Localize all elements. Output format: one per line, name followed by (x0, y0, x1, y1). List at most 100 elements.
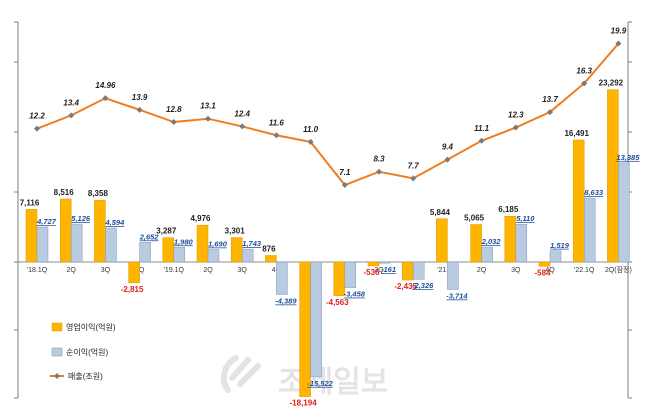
revenue-point (68, 112, 75, 119)
operating-profit-bar (367, 261, 380, 267)
revenue-point (273, 132, 280, 139)
legend: 영업이익(억원) 순이익(억원) 매출(조원) (50, 322, 116, 381)
revenue-label: 16.3 (576, 66, 592, 75)
operating-profit-label: -18,194 (290, 399, 318, 408)
operating-profit-bar (196, 224, 209, 263)
watermark: 조세일보 (220, 355, 388, 400)
revenue-point (581, 80, 588, 87)
revenue-label: 12.8 (166, 105, 182, 114)
legend-operating-profit-label: 영업이익(억원) (66, 322, 116, 332)
x-tick-label: 2Q (477, 267, 487, 274)
revenue-label: 7.1 (339, 168, 351, 177)
operating-profit-label: 876 (262, 245, 276, 254)
revenue-label: 12.4 (234, 109, 250, 118)
net-income-label: -2,326 (412, 281, 434, 290)
operating-profit-label: -536 (363, 268, 380, 277)
x-tick-label: 3Q (101, 267, 111, 274)
net-income-bar (378, 261, 391, 264)
revenue-point (512, 124, 519, 131)
operating-profit-bar (230, 237, 243, 263)
operating-profit-label: 16,491 (564, 129, 589, 138)
net-income-label: -3,458 (344, 290, 366, 299)
operating-profit-label: -4,563 (326, 298, 349, 307)
revenue-label: 11.6 (269, 118, 285, 127)
operating-profit-label: 5,844 (430, 208, 451, 217)
x-tick-label: 4Q (545, 267, 555, 274)
revenue-point (376, 168, 382, 175)
operating-profit-label: 3,301 (225, 227, 246, 236)
axes: '18.1Q2Q3Q4Q'19.1Q2Q3Q4Q'20.1Q2Q3Q4Q'21.… (14, 21, 632, 399)
operating-profit-label: 8,516 (54, 188, 75, 197)
legend-net-income-label: 순이익(억원) (66, 347, 108, 357)
data-labels: 7,116 4,727 8,516 5,126 8,358 4,594 -2,815 2,65… (20, 27, 640, 408)
operating-profit-bar (607, 89, 619, 263)
revenue-label: 12.3 (508, 111, 524, 120)
operating-profit-bar (401, 261, 414, 281)
operating-profit-bar (94, 199, 106, 263)
x-tick-label: 2Q(잠정) (605, 265, 632, 274)
operating-profit-label: 5,065 (464, 214, 485, 223)
net-income-bar (207, 249, 220, 263)
operating-profit-label: 8,358 (88, 189, 109, 198)
revenue-point (615, 40, 622, 47)
operating-profit-label: 3,287 (156, 227, 177, 236)
operating-profit-bar (162, 237, 175, 263)
net-income-bar (105, 227, 117, 263)
x-tick-label: 3Q (238, 267, 248, 274)
revenue-label: 11.1 (474, 124, 490, 133)
net-income-label: -4,389 (275, 296, 297, 305)
revenue-point (34, 125, 40, 132)
operating-profit-bar (538, 261, 551, 267)
legend-net-income-swatch (51, 347, 63, 357)
legend-revenue-marker (54, 373, 60, 379)
revenue-label: 8.3 (373, 155, 385, 164)
net-income-bar (70, 223, 83, 263)
operating-profit-bar (572, 139, 585, 263)
revenue-point (478, 137, 485, 144)
net-income-label: 13,385 (616, 153, 640, 162)
operating-profit-bar (436, 218, 448, 263)
x-tick-label: 4Q (135, 267, 145, 274)
revenue-point (341, 182, 348, 188)
net-income-bar (583, 197, 596, 263)
net-income-bar (276, 261, 288, 295)
x-tick-label: '19.1Q (164, 267, 185, 274)
operating-profit-label: 7,116 (20, 198, 40, 207)
revenue-point (205, 115, 211, 122)
net-income-label: 2,652 (139, 232, 160, 241)
net-income-bar (36, 226, 49, 263)
operating-profit-bar (59, 198, 72, 263)
net-income-bar (549, 250, 562, 263)
bar-series (25, 89, 630, 397)
net-income-bar (515, 223, 528, 263)
revenue-point (136, 106, 143, 113)
net-income-bar (412, 261, 425, 280)
net-income-label: -161 (381, 265, 396, 274)
revenue-line (36, 42, 620, 187)
revenue-label: 14.96 (95, 81, 116, 90)
net-income-label: 4,594 (105, 218, 126, 227)
net-income-bar (139, 242, 151, 263)
operating-profit-label: 4,976 (190, 214, 211, 223)
revenue-point (547, 109, 553, 116)
legend-revenue-label: 매출(조원) (68, 371, 103, 381)
line-series (34, 40, 622, 188)
revenue-label: 19.9 (611, 27, 627, 36)
revenue-point (410, 175, 417, 182)
legend-operating-profit-swatch (51, 322, 63, 332)
watermark-text: 조세일보 (278, 365, 388, 400)
revenue-point (239, 123, 246, 130)
net-income-label: 1,743 (242, 239, 262, 248)
x-tick-label: 3Q (374, 267, 384, 274)
net-income-label: 4,727 (36, 217, 57, 226)
x-tick-label: '18.1Q (27, 267, 48, 274)
net-income-label: 5,126 (71, 214, 91, 223)
operating-profit-bar (25, 209, 38, 263)
net-income-label: -15,522 (307, 379, 333, 388)
revenue-label: 12.2 (29, 112, 45, 121)
watermark-logo-icon (220, 355, 261, 393)
net-income-label: 5,110 (516, 214, 535, 223)
net-income-bar (481, 246, 493, 263)
net-income-label: -3,714 (446, 291, 468, 300)
net-income-bar (173, 247, 186, 263)
